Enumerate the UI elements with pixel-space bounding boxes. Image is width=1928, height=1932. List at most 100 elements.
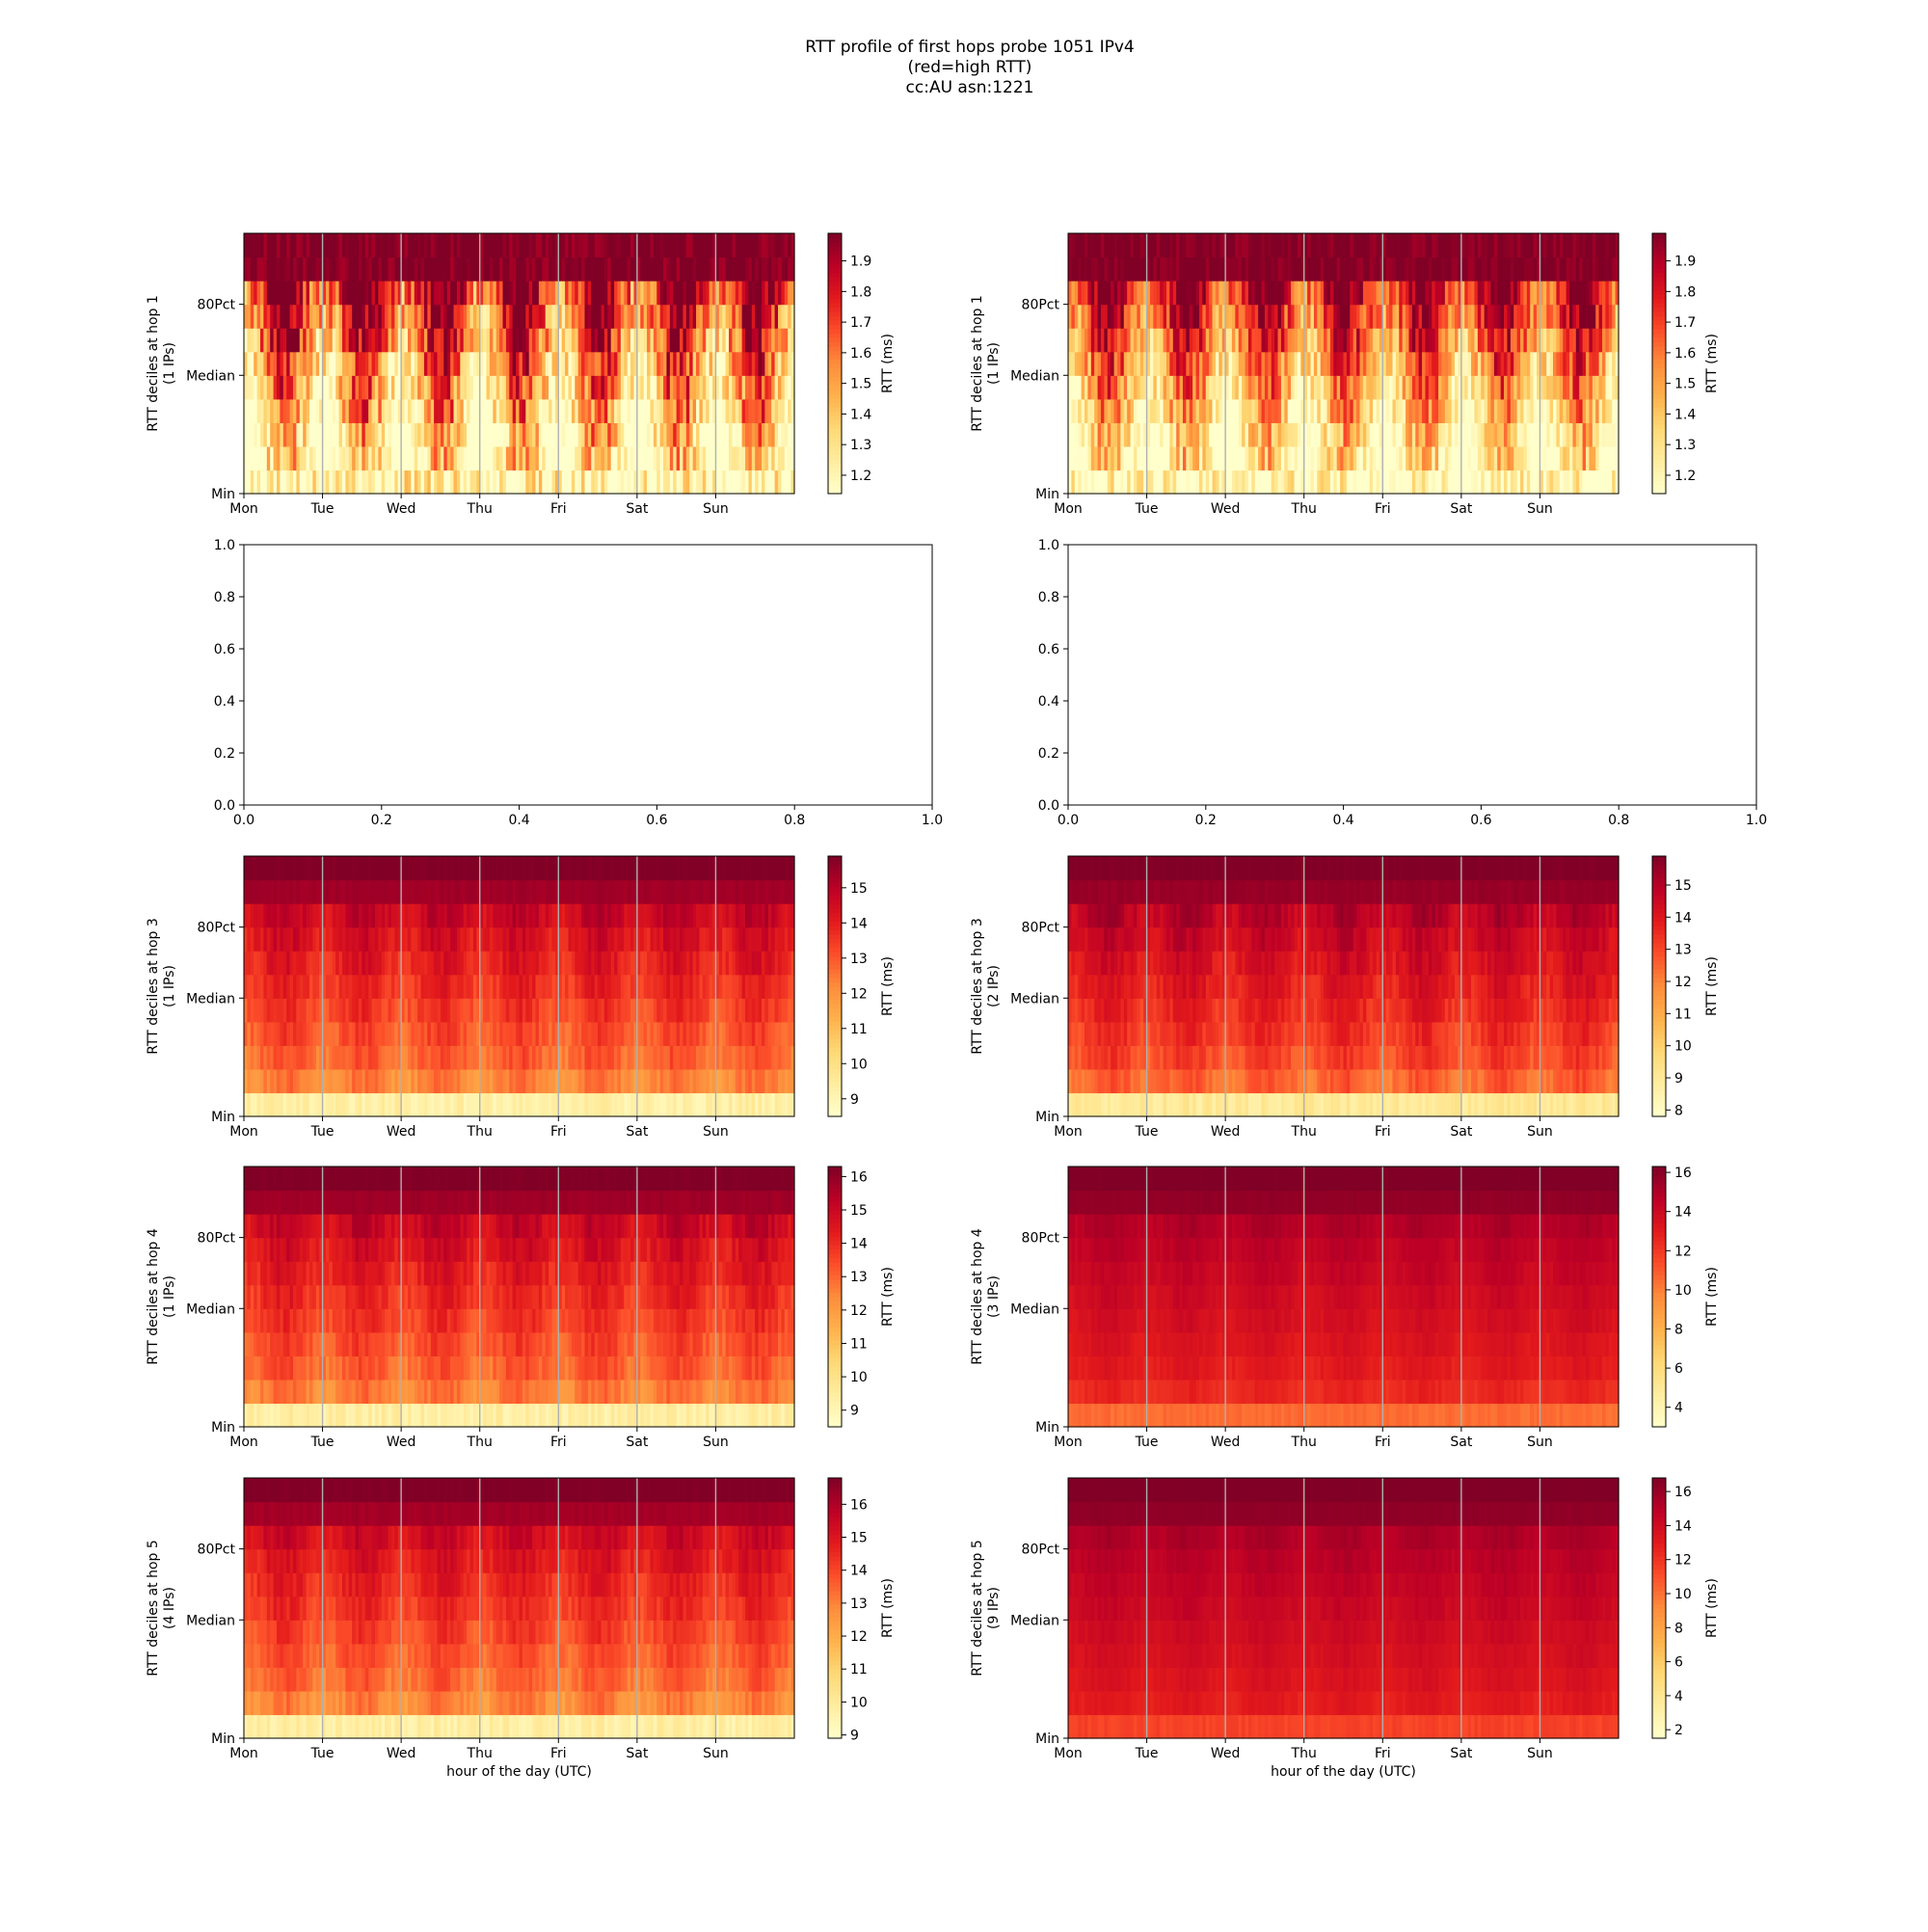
colorbar-segment [1652,342,1666,347]
x-tick-label-sun: Sun [703,501,729,517]
heatmap-cell [251,422,254,446]
heatmap-cell [260,1022,264,1046]
heatmap-cell [443,880,447,904]
heatmap-cell [443,305,447,329]
colorbar-segment [1652,255,1666,260]
y-axis-label-ip-count: (1 IPs) [986,342,1002,385]
x-tick-label-wed: Wed [1211,501,1241,517]
heatmap-cell [333,470,336,494]
heatmap-cell [427,1022,431,1046]
y-tick-label: 0.0 [1038,798,1059,814]
heatmap-cell [260,1069,264,1093]
heatmap-cell [415,880,418,904]
heatmap-cell [415,927,418,952]
heatmap-cell [316,880,320,904]
colorbar-label: RTT (ms) [880,334,896,393]
heatmap-cell [454,470,458,494]
heatmap-cell [333,257,336,282]
colorbar-tick-label: 1.7 [1674,315,1696,331]
y-tick-label: 1.0 [1038,538,1059,553]
heatmap-cell [372,446,376,470]
heatmap-cell [251,305,254,329]
heatmap-cell [372,903,376,927]
heatmap-cell [260,470,264,494]
heatmap-cell [345,446,349,470]
heatmap-cell [251,328,254,352]
heatmap-cell [260,951,264,975]
heatmap-cell [333,1069,336,1093]
colorbar-segment [1652,363,1666,368]
heatmap-cell [290,998,294,1022]
y-tick-label: 0.4 [214,694,235,710]
heatmap-cell [415,998,418,1022]
heatmap-cell [333,446,336,470]
heatmap-cell [333,975,336,999]
heatmap-cell [345,951,349,975]
heatmap-cell [260,856,264,880]
heatmap-cell [307,1022,310,1046]
heatmap-cell [290,927,294,952]
heatmap-cell [277,422,281,446]
colorbar-segment [828,438,842,443]
heatmap-cell [427,951,431,975]
heatmap-cell [316,1045,320,1069]
heatmap-cell [470,1022,474,1046]
heatmap-cell [345,927,349,952]
heatmap-cell [251,856,254,880]
heatmap-cell [483,281,487,305]
heatmap-cell [345,903,349,927]
colorbar-segment [828,386,842,390]
colorbar-segment [828,303,842,308]
heatmap-cell [307,880,310,904]
y-tick-label: Median [186,368,235,384]
heatmap-cell [277,399,281,423]
heatmap-cell [307,470,310,494]
colorbar-segment [828,316,842,321]
y-tick-label: Min [1035,487,1059,502]
heatmap-cell [454,903,458,927]
heatmap-cell [260,257,264,282]
y-tick-label: 0.6 [1038,642,1059,657]
heatmap-cell [372,257,376,282]
colorbar-tick-label: 1.3 [850,438,871,453]
heatmap-cell [260,281,264,305]
heatmap-cell [333,281,336,305]
heatmap-cell [333,233,336,257]
heatmap-cell [277,352,281,376]
heatmap-cell [483,1045,487,1069]
heatmap-cell [316,257,320,282]
colorbar-segment [828,282,842,286]
heatmap-cell [290,951,294,975]
heatmap-cell [443,233,447,257]
heatmap-cell [362,446,365,470]
heatmap-cell [470,233,474,257]
heatmap-cell [333,856,336,880]
heatmap-cell [454,233,458,257]
heatmap-cell [307,352,310,376]
colorbar-segment [828,360,842,364]
colorbar-tick-label: 1.4 [1674,407,1696,422]
heatmap-cell [290,856,294,880]
heatmap-cell [443,975,447,999]
heatmap-cell [454,257,458,282]
heatmap-cell [316,352,320,376]
x-tick-label-fri: Fri [1375,501,1391,517]
heatmap-cell [260,998,264,1022]
heatmap-cell [251,903,254,927]
colorbar-segment [828,424,842,429]
heatmap-cell [388,951,392,975]
heatmap-cells [244,233,795,495]
heatmap-cell [362,998,365,1022]
heatmap-cell [345,257,349,282]
heatmap-cell [470,880,474,904]
heatmap-cell [290,399,294,423]
empty-axes-frame [1068,545,1756,805]
heatmap-cell [427,927,431,952]
colorbar-segment [1652,412,1666,416]
figure-title-line-2: (red=high RTT) [908,58,1032,77]
heatmap-cell [470,446,474,470]
heatmap-cell [372,422,376,446]
y-tick-label: 0.4 [1038,694,1059,710]
heatmap-cell [362,1092,365,1116]
